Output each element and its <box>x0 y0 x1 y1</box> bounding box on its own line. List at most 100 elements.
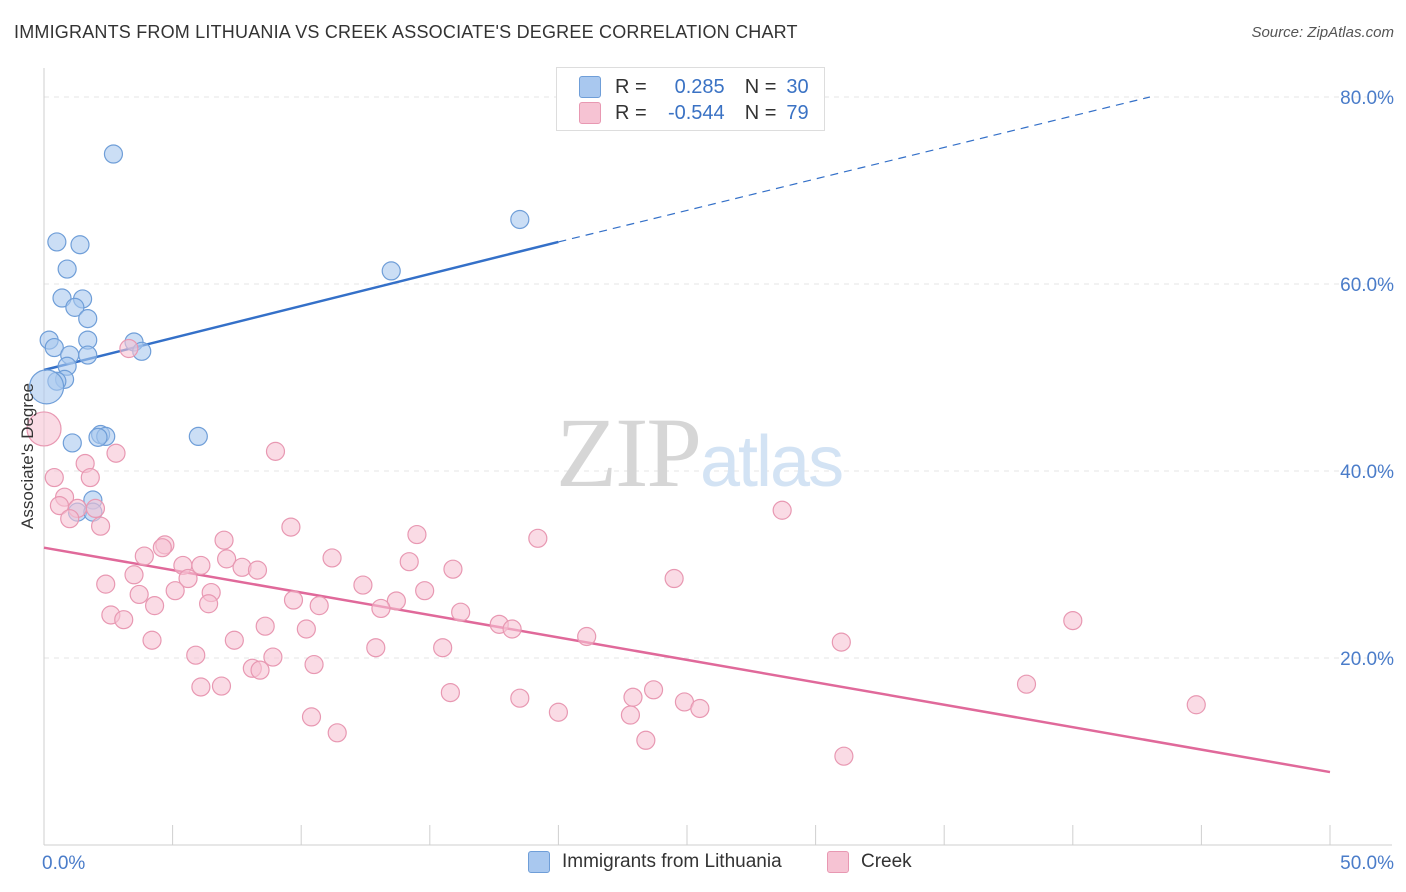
point-lithuania <box>65 297 85 317</box>
point-creek <box>366 638 386 658</box>
point-creek <box>371 598 391 619</box>
legend-r-value: 0.285 <box>674 75 725 98</box>
point-creek <box>152 538 172 558</box>
point-creek <box>636 730 656 750</box>
point-creek <box>186 645 206 665</box>
point-creek <box>407 524 427 545</box>
point-lithuania <box>62 433 82 453</box>
point-creek <box>119 338 139 359</box>
legend-r-value: -0.544 <box>667 101 725 124</box>
point-creek <box>191 555 211 576</box>
point-creek <box>301 707 322 727</box>
point-creek <box>643 680 664 700</box>
y-tick-label: 40.0% <box>1340 462 1394 483</box>
point-creek <box>309 596 329 616</box>
legend-swatch-blue <box>528 851 550 873</box>
point-lithuania <box>28 369 65 405</box>
point-creek <box>296 619 316 639</box>
legend-swatch-pink <box>579 102 601 124</box>
point-creek <box>577 626 597 647</box>
point-lithuania <box>44 337 64 358</box>
stats-legend: R = 0.285 N = 30 R = -0.544 N = 79 <box>556 67 825 131</box>
point-creek <box>281 517 301 537</box>
point-creek <box>440 682 460 703</box>
point-creek <box>44 467 64 488</box>
legend-n-value: 30 <box>786 75 809 98</box>
point-creek <box>214 530 234 550</box>
legend-item-creek: Creek <box>827 851 912 873</box>
point-creek <box>772 500 792 520</box>
point-creek <box>124 565 144 585</box>
x-tick-label: 50.0% <box>1340 853 1394 874</box>
chart-title: IMMIGRANTS FROM LITHUANIA VS CREEK ASSOC… <box>14 22 798 42</box>
point-lithuania <box>78 345 98 365</box>
point-creek <box>620 705 641 725</box>
x-tick-label: 0.0% <box>42 853 85 874</box>
point-creek <box>1063 610 1083 631</box>
point-creek <box>664 568 684 589</box>
point-creek <box>528 528 548 548</box>
point-creek <box>1016 674 1037 694</box>
point-lithuania <box>52 288 72 308</box>
point-creek <box>199 594 219 614</box>
point-creek <box>114 610 134 630</box>
point-creek <box>106 443 126 463</box>
legend-row-lithuania: R = 0.285 N = 30 <box>579 75 809 99</box>
legend-series-name: Creek <box>861 851 912 872</box>
point-lithuania <box>188 426 208 447</box>
point-creek <box>415 581 435 601</box>
point-creek <box>255 616 275 636</box>
point-creek <box>353 575 373 595</box>
point-creek <box>85 498 106 518</box>
point-creek <box>80 467 100 488</box>
point-creek <box>433 638 453 658</box>
legend-swatch-pink <box>827 851 849 873</box>
point-creek <box>217 549 237 569</box>
point-lithuania <box>70 235 90 255</box>
data-points <box>26 144 1206 766</box>
point-creek <box>386 591 406 611</box>
point-lithuania <box>47 232 67 252</box>
point-creek <box>247 560 268 580</box>
point-creek <box>26 411 62 447</box>
point-creek <box>129 584 149 605</box>
point-creek <box>142 630 162 650</box>
point-lithuania <box>381 261 401 281</box>
point-creek <box>502 619 522 639</box>
legend-r-label: R = <box>615 75 647 98</box>
point-creek <box>327 723 347 743</box>
source-label: Source: ZipAtlas.com <box>1251 24 1394 41</box>
point-creek <box>831 632 851 652</box>
trend-line-lithuania-extension <box>558 96 1151 243</box>
legend-n-label: N = <box>744 101 777 124</box>
point-lithuania <box>103 144 124 164</box>
point-creek <box>60 509 80 529</box>
point-lithuania <box>510 209 530 230</box>
point-lithuania <box>57 259 77 279</box>
point-creek <box>623 687 643 707</box>
legend-swatch-blue <box>579 76 601 98</box>
point-creek <box>304 654 324 675</box>
point-creek <box>134 546 154 566</box>
legend-item-lithuania: Immigrants from Lithuania <box>528 851 782 873</box>
legend-row-creek: R = -0.544 N = 79 <box>579 101 809 125</box>
point-creek <box>510 688 530 708</box>
legend-r-label: R = <box>615 101 647 124</box>
point-creek <box>1186 695 1206 715</box>
point-lithuania <box>88 427 108 447</box>
point-creek <box>178 568 198 589</box>
point-creek <box>548 702 569 722</box>
y-tick-label: 60.0% <box>1340 275 1394 296</box>
point-creek <box>144 596 165 616</box>
point-creek <box>96 574 116 594</box>
y-tick-label: 80.0% <box>1340 88 1394 109</box>
point-creek <box>90 516 111 536</box>
point-creek <box>283 590 304 610</box>
point-creek <box>834 746 854 766</box>
point-creek <box>322 548 342 568</box>
legend-series-name: Immigrants from Lithuania <box>562 851 782 872</box>
point-creek <box>211 676 232 696</box>
point-creek <box>443 559 463 579</box>
point-creek <box>399 552 419 572</box>
